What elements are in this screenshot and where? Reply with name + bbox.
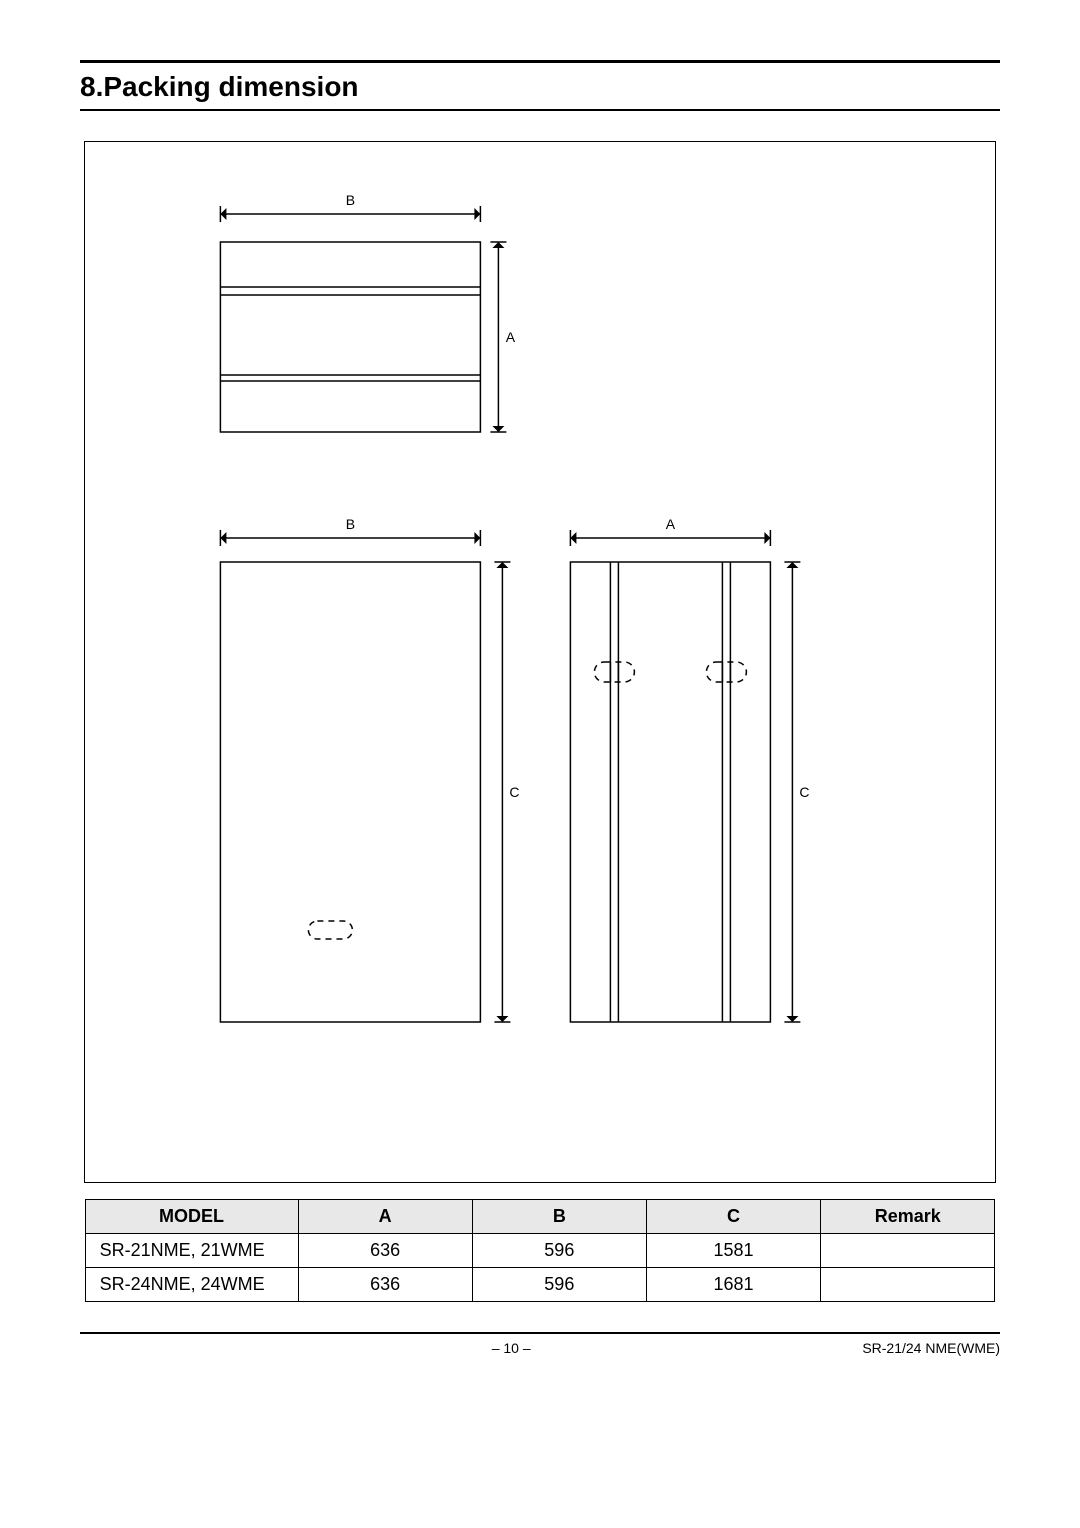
table-row: SR-24NME, 24WME 636 596 1681 xyxy=(85,1268,995,1302)
diagram-container: B A B C A C xyxy=(84,141,997,1183)
svg-text:B: B xyxy=(345,516,354,532)
table-row: SR-21NME, 21WME 636 596 1581 xyxy=(85,1234,995,1268)
cell-b: 596 xyxy=(472,1268,646,1302)
packing-dimension-diagram: B A B C A C xyxy=(85,142,996,1182)
th-model: MODEL xyxy=(85,1200,298,1234)
cell-c: 1681 xyxy=(646,1268,820,1302)
svg-text:C: C xyxy=(799,784,809,800)
hr-under-title xyxy=(80,109,1000,111)
th-c: C xyxy=(646,1200,820,1234)
th-remark: Remark xyxy=(821,1200,995,1234)
hr-top xyxy=(80,60,1000,63)
dimensions-table: MODEL A B C Remark SR-21NME, 21WME 636 5… xyxy=(85,1199,996,1302)
cell-model: SR-21NME, 21WME xyxy=(85,1234,298,1268)
svg-text:C: C xyxy=(509,784,519,800)
svg-text:A: A xyxy=(665,516,675,532)
cell-model: SR-24NME, 24WME xyxy=(85,1268,298,1302)
page-footer: – 10 – SR-21/24 NME(WME) xyxy=(80,1340,1000,1356)
cell-b: 596 xyxy=(472,1234,646,1268)
th-a: A xyxy=(298,1200,472,1234)
table-header-row: MODEL A B C Remark xyxy=(85,1200,995,1234)
cell-a: 636 xyxy=(298,1268,472,1302)
page-number: – 10 – xyxy=(492,1340,531,1356)
svg-text:B: B xyxy=(345,192,354,208)
svg-text:A: A xyxy=(505,329,515,345)
cell-remark xyxy=(821,1268,995,1302)
section-title: 8.Packing dimension xyxy=(80,71,1000,103)
doc-id: SR-21/24 NME(WME) xyxy=(862,1340,1000,1356)
th-b: B xyxy=(472,1200,646,1234)
footer-hr xyxy=(80,1332,1000,1334)
cell-a: 636 xyxy=(298,1234,472,1268)
cell-c: 1581 xyxy=(646,1234,820,1268)
cell-remark xyxy=(821,1234,995,1268)
